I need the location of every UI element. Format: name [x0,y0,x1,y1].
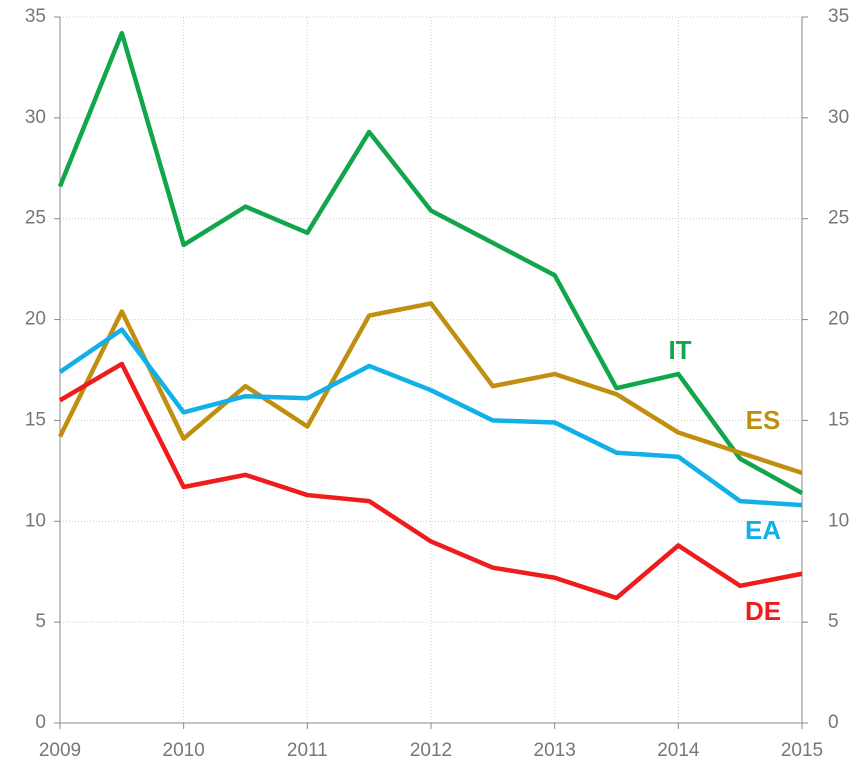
series-label: EA [745,515,781,545]
y2-tick-label: 20 [828,309,849,330]
y-tick-label: 10 [25,510,46,531]
series-line [58,361,803,601]
y2-tick-label: 10 [828,510,849,531]
y-tick-label: 35 [25,6,46,27]
x-tick-label: 2010 [163,740,205,761]
y2-tick-label: 25 [828,208,849,229]
y-tick-label: 5 [35,611,46,632]
x-tick-label: 2013 [534,740,576,761]
y2-tick-label: 5 [828,611,839,632]
y-tick-label: 20 [25,309,46,330]
x-tick-label: 2015 [781,740,823,761]
y2-tick-label: 0 [828,712,839,733]
series-line [58,327,803,508]
y2-tick-label: 35 [828,6,849,27]
y2-tick-label: 30 [828,107,849,128]
x-tick-label: 2009 [39,740,81,761]
y-tick-label: 30 [25,107,46,128]
series-label: DE [745,596,781,626]
x-tick-label: 2014 [657,740,700,761]
y-tick-label: 0 [35,712,46,733]
series-line [57,301,803,476]
x-tick-label: 2011 [287,740,328,761]
y2-tick-label: 15 [828,409,849,430]
series-label: IT [668,335,691,365]
y-tick-label: 25 [25,208,46,229]
series-line [57,30,804,496]
x-tick-label: 2012 [410,740,452,761]
series-label: ES [746,405,781,435]
y-tick-label: 15 [25,409,46,430]
